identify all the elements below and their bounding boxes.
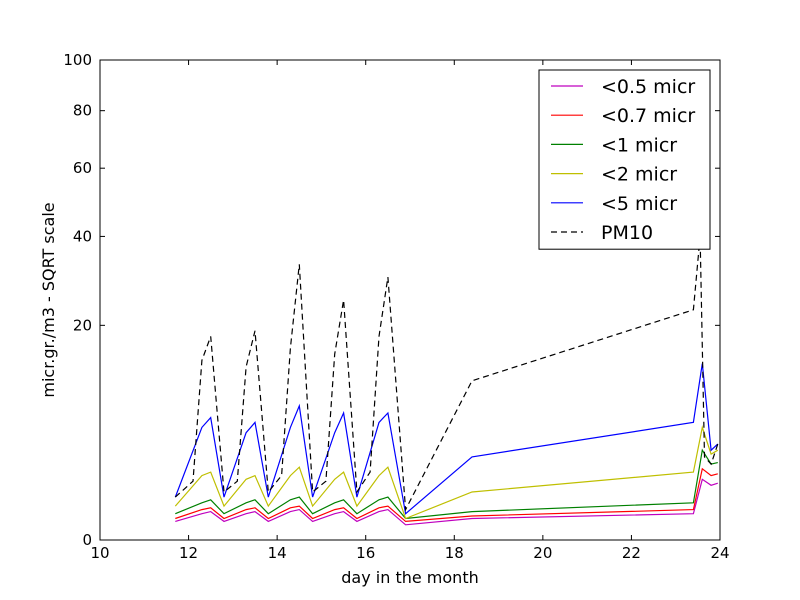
x-tick-label: 22: [622, 544, 641, 562]
x-tick-label: 12: [179, 544, 198, 562]
x-tick-label: 16: [356, 544, 375, 562]
y-axis-label: micr.gr./m3 - SQRT scale: [39, 202, 58, 397]
plot-frame: [99, 59, 721, 541]
legend-label: <1 micr: [601, 134, 677, 156]
y-axis-ticks: 0 20 40 60 80 100: [63, 51, 720, 549]
x-tick-label: 14: [268, 544, 287, 562]
x-tick-label: 10: [90, 544, 109, 562]
y-tick-label: 40: [73, 227, 92, 245]
legend-label: <0.5 micr: [601, 76, 695, 98]
series-line-5: [174, 236, 719, 512]
y-tick-label: 0: [82, 531, 92, 549]
x-axis-label: day in the month: [341, 568, 478, 587]
x-tick-label: 20: [533, 544, 552, 562]
legend: <0.5 micr <0.7 micr <1 micr <2 micr <5 micr P…: [538, 69, 711, 250]
legend-box: [538, 69, 711, 250]
legend-label: <0.7 micr: [601, 105, 695, 127]
y-tick-label: 20: [73, 316, 92, 334]
x-tick-label: 24: [710, 544, 729, 562]
y-tick-label: 60: [73, 159, 92, 177]
y-tick-label: 100: [63, 51, 92, 69]
x-tick-label: 18: [445, 544, 464, 562]
series-line-2: [175, 448, 718, 520]
series-line-0: [175, 478, 718, 526]
series-layer: [174, 236, 719, 526]
series-line-1: [175, 467, 718, 523]
y-tick-label: 80: [73, 102, 92, 120]
x-axis-ticks: 10 12 14 16 18 20 22 24: [90, 60, 730, 562]
legend-label: PM10: [601, 222, 653, 244]
series-line-4: [174, 363, 719, 515]
series-line-3: [174, 425, 719, 520]
legend-label: <5 micr: [601, 193, 677, 215]
legend-label: <2 micr: [601, 164, 677, 186]
